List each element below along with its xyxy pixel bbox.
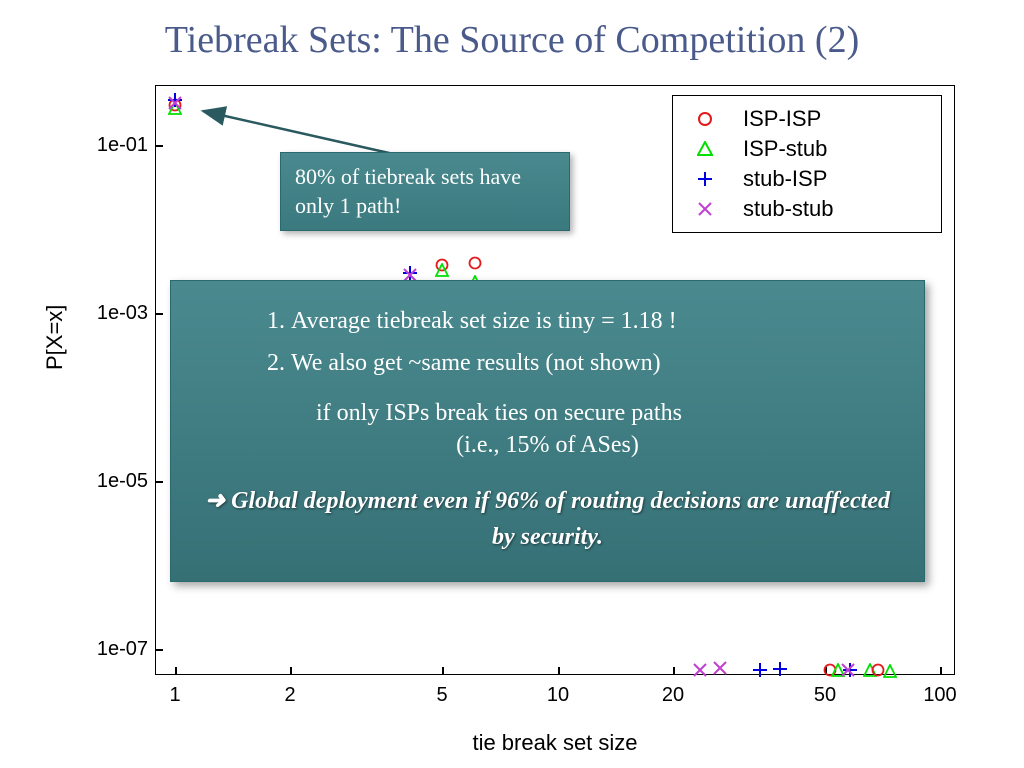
legend-label: ISP-stub xyxy=(725,136,827,162)
legend-label: stub-ISP xyxy=(725,166,827,192)
data-point xyxy=(435,263,449,277)
x-tick-mark xyxy=(673,667,675,675)
x-tick-mark xyxy=(940,667,942,675)
x-tick-mark xyxy=(442,667,444,675)
legend-label: stub-stub xyxy=(725,196,834,222)
legend-item-isp-stub: ISP-stub xyxy=(685,134,929,164)
data-point xyxy=(841,663,855,677)
legend-item-isp-isp: ISP-ISP xyxy=(685,104,929,134)
y-tick-mark xyxy=(155,481,163,483)
x-axis-label: tie break set size xyxy=(155,730,955,756)
page-title: Tiebreak Sets: The Source of Competition… xyxy=(0,0,1024,72)
y-tick-label: 1e-01 xyxy=(97,134,148,157)
data-point xyxy=(773,662,787,676)
data-point xyxy=(713,661,727,675)
x-tick-label: 100 xyxy=(920,684,960,707)
y-tick-mark xyxy=(155,145,163,147)
triangle-marker-icon xyxy=(685,141,725,157)
chart-legend: ISP-ISP ISP-stub stub-ISP stub-stub xyxy=(672,95,942,233)
circle-marker-icon xyxy=(685,111,725,127)
data-point xyxy=(693,663,707,677)
y-tick-label: 1e-05 xyxy=(97,470,148,493)
y-tick-mark xyxy=(155,313,163,315)
callout-item-2: We also get ~same results (not shown) xyxy=(291,345,894,381)
y-tick-label: 1e-07 xyxy=(97,638,148,661)
y-axis-label: P[X=x] xyxy=(42,305,68,370)
legend-item-stub-isp: stub-ISP xyxy=(685,164,929,194)
callout-sub-2: (i.e., 15% of ASes) xyxy=(201,427,894,463)
legend-label: ISP-ISP xyxy=(725,106,821,132)
data-point xyxy=(753,663,767,677)
callout-sub-1: if only ISPs break ties on secure paths xyxy=(201,395,894,431)
data-point xyxy=(168,96,182,110)
x-tick-label: 2 xyxy=(270,684,310,707)
callout-large: Average tiebreak set size is tiny = 1.18… xyxy=(170,280,925,582)
x-tick-label: 20 xyxy=(653,684,693,707)
x-tick-label: 50 xyxy=(805,684,845,707)
callout-conclusion: ➜ Global deployment even if 96% of routi… xyxy=(201,483,894,555)
plus-marker-icon xyxy=(685,171,725,187)
x-tick-label: 10 xyxy=(538,684,578,707)
x-tick-mark xyxy=(175,667,177,675)
y-tick-label: 1e-03 xyxy=(97,302,148,325)
callout-small: 80% of tiebreak sets have only 1 path! xyxy=(280,152,570,231)
data-point xyxy=(468,256,482,270)
y-tick-mark xyxy=(155,649,163,651)
x-marker-icon xyxy=(685,201,725,217)
x-tick-mark xyxy=(558,667,560,675)
x-tick-label: 1 xyxy=(155,684,195,707)
x-tick-mark xyxy=(290,667,292,675)
legend-item-stub-stub: stub-stub xyxy=(685,194,929,224)
data-point xyxy=(883,664,897,678)
x-tick-label: 5 xyxy=(422,684,462,707)
callout-item-1: Average tiebreak set size is tiny = 1.18… xyxy=(291,303,894,339)
